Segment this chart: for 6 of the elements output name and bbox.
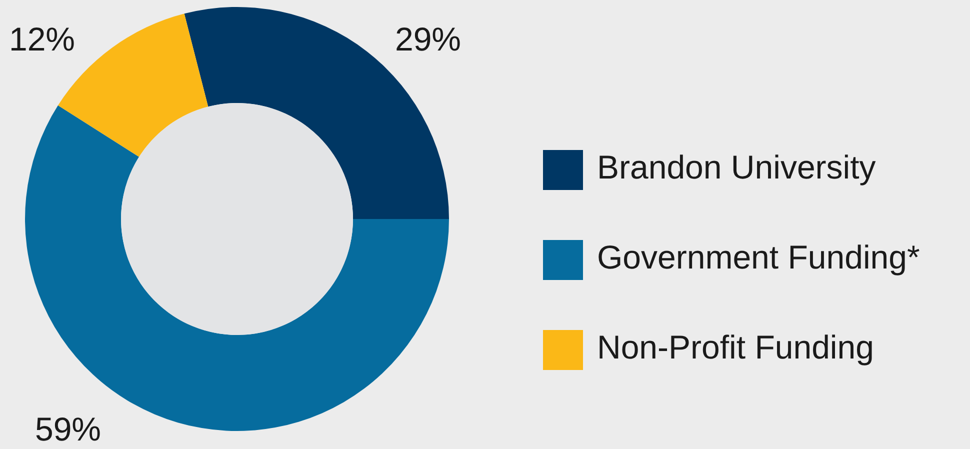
legend-label: Non-Profit Funding <box>597 328 874 366</box>
data-label: 59% <box>34 410 102 448</box>
legend-label: Government Funding* <box>597 238 920 276</box>
legend-label: Brandon University <box>597 148 876 186</box>
data-label: 12% <box>8 20 76 58</box>
data-label: 29% <box>394 20 462 58</box>
